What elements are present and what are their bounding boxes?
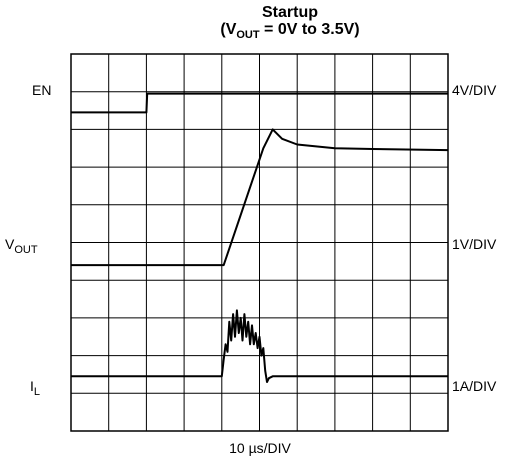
channel-en-scale: 4V/DIV xyxy=(452,82,497,98)
chart-subtitle: (VOUT = 0V to 3.5V) xyxy=(220,21,360,41)
channel-vout-scale: 1V/DIV xyxy=(452,236,497,252)
traces xyxy=(71,92,449,383)
trace-en xyxy=(71,92,448,114)
channel-il-label: IL xyxy=(30,378,41,398)
channel-en-label: EN xyxy=(32,82,52,98)
chart-title: Startup xyxy=(262,4,318,21)
trace-il xyxy=(71,309,448,383)
x-axis-label: 10 µs/DIV xyxy=(229,440,291,456)
channel-il-scale: 1A/DIV xyxy=(452,378,497,394)
trace-vout xyxy=(71,128,449,267)
channel-vout-label: VOUT xyxy=(5,236,38,256)
grid xyxy=(71,54,448,431)
